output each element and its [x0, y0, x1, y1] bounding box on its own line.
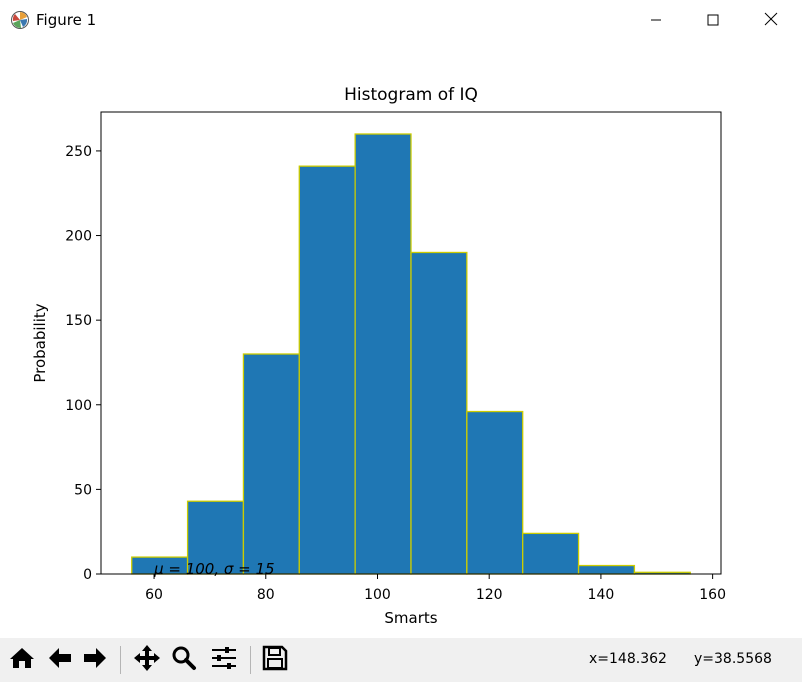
bars-group [131, 133, 691, 575]
minimize-icon [650, 11, 662, 30]
toolbar-separator [250, 646, 251, 674]
y-tick-label: 200 [65, 229, 92, 245]
zoom-button[interactable] [169, 644, 199, 676]
save-icon [262, 645, 288, 675]
plot-frame [100, 111, 722, 575]
x-axis-label: Smarts [384, 609, 437, 627]
x-tick-label: 60 [145, 587, 163, 603]
histogram-bar [298, 165, 356, 575]
close-icon [764, 11, 778, 30]
histogram-bar [466, 410, 524, 575]
home-icon [9, 646, 35, 674]
histogram-chart: Histogram of IQ 60 80 100 120 140 160 0 50 100 1… [31, 85, 726, 627]
y-tick-label: 50 [74, 482, 92, 498]
figure-canvas[interactable]: Histogram of IQ 60 80 100 120 140 160 0 50 100 1… [0, 40, 802, 638]
x-tick-label: 160 [699, 587, 726, 603]
x-tick-label: 140 [588, 587, 615, 603]
pan-icon [133, 644, 161, 676]
y-tick-label: 0 [83, 567, 92, 583]
y-axis-ticks: 0 50 100 150 200 250 [65, 144, 101, 583]
home-button[interactable] [7, 644, 37, 676]
window-titlebar: Figure 1 [0, 0, 802, 40]
pan-button[interactable] [132, 644, 162, 676]
histogram-bar [354, 133, 412, 575]
configure-subplots-button[interactable] [209, 644, 239, 676]
x-axis-ticks: 60 80 100 120 140 160 [145, 574, 726, 603]
configure-subplots-icon [210, 645, 238, 675]
back-icon [47, 646, 73, 674]
histogram-bar [242, 353, 300, 575]
y-axis-label: Probability [31, 303, 49, 382]
navigation-toolbar: x=148.362 y=38.5568 [0, 638, 802, 682]
toolbar-separator [120, 646, 121, 674]
forward-button[interactable] [80, 644, 110, 676]
maximize-button[interactable] [684, 0, 742, 40]
back-button[interactable] [45, 644, 75, 676]
x-tick-label: 80 [257, 587, 275, 603]
matplotlib-icon [10, 10, 30, 30]
window-title: Figure 1 [36, 11, 97, 29]
x-tick-label: 100 [364, 587, 391, 603]
histogram-bar [522, 532, 580, 575]
histogram-bar [577, 564, 636, 575]
forward-icon [82, 646, 108, 674]
histogram-bar [410, 251, 468, 575]
cursor-x-readout: x=148.362 [589, 651, 667, 667]
close-button[interactable] [742, 0, 800, 40]
maximize-icon [707, 11, 719, 30]
x-tick-label: 120 [476, 587, 503, 603]
save-button[interactable] [260, 644, 290, 676]
cursor-y-readout: y=38.5568 [694, 651, 772, 667]
y-tick-label: 150 [65, 313, 92, 329]
chart-title: Histogram of IQ [344, 85, 478, 105]
zoom-icon [171, 645, 197, 675]
minimize-button[interactable] [627, 0, 685, 40]
y-tick-label: 100 [65, 398, 92, 414]
chart-annotation: μ = 100, σ = 15 [153, 560, 275, 578]
y-tick-label: 250 [65, 144, 92, 160]
